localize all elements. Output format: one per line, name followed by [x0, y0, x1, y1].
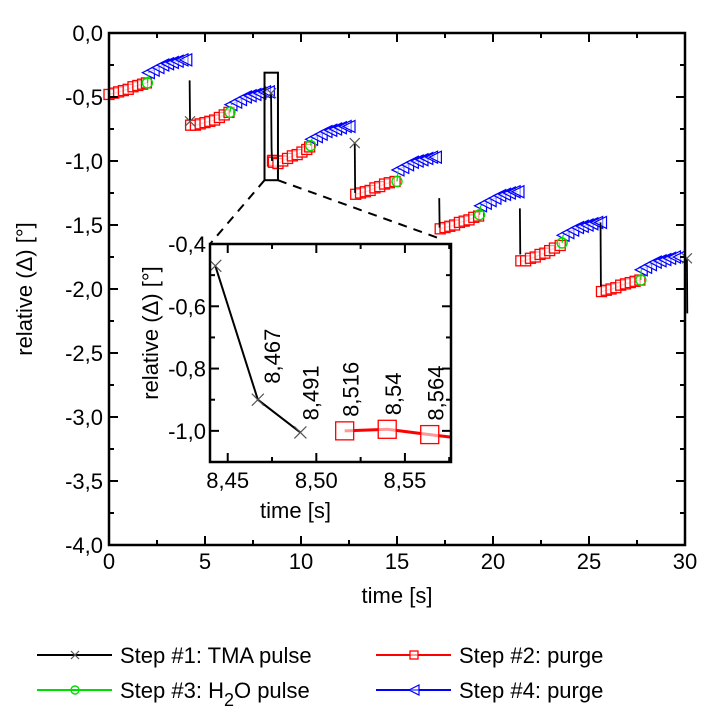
- inset-annotation: 8,516: [339, 362, 364, 417]
- series-line: [270, 93, 273, 162]
- data-point: [184, 115, 196, 127]
- inset-data-point: [210, 259, 222, 273]
- data-point: [554, 239, 566, 252]
- x-tick-label: 15: [385, 549, 409, 574]
- inset-background: [210, 244, 451, 462]
- main-y-axis-title: relative (Δ) [°]: [12, 222, 37, 356]
- inset-x-ticks: 8,45 8,50 8,55: [206, 244, 451, 493]
- inset-annotation: 8,54: [381, 372, 406, 415]
- y-tick-label: -1,5: [65, 213, 103, 238]
- main-x-ticks: 0 5 10 15 20 25 30: [103, 33, 697, 574]
- legend-marker-square-icon: [409, 650, 419, 660]
- zoom-connector-right: [277, 179, 442, 240]
- y-tick-label: -2,5: [65, 341, 103, 366]
- y-tick-label: -2,0: [65, 277, 103, 302]
- data-point: [224, 106, 236, 119]
- legend-marker-triangle-icon: [407, 684, 420, 696]
- inset-x-tick-label: 8,50: [295, 468, 338, 493]
- inset-y-tick-label: -0,8: [168, 357, 206, 382]
- series-step-1-tma-pulse: [184, 80, 693, 314]
- inset-x-axis-title: time [s]: [260, 498, 331, 523]
- zoom-region-box: [263, 71, 279, 182]
- inset-data-point: [420, 424, 440, 445]
- x-tick-label: 5: [199, 549, 211, 574]
- data-point: [556, 237, 568, 249]
- x-tick-label: 10: [289, 549, 313, 574]
- legend-item: Step #3: H2O pulse: [37, 678, 310, 710]
- y-tick-label: -0,5: [65, 85, 103, 110]
- inset-annotations: 8,467 8,491 8,516 8,54 8,564: [260, 329, 449, 421]
- inset-plot: 8,45 8,50 8,55 -0,4 -0,6 -0,8 -1,0 8,467 8,491…: [138, 232, 453, 523]
- legend-label-text: Step #2: purge: [459, 643, 603, 668]
- legend: Step #1: TMA pulse Step #2: purge Step #3:…: [37, 643, 603, 710]
- legend-label-text-post: O pulse: [234, 678, 310, 703]
- inset-data-point: [335, 421, 355, 441]
- inset-data-point: [251, 393, 265, 407]
- series-step-4-purge: [141, 52, 686, 277]
- legend-marker-x-icon: [70, 650, 80, 660]
- legend-label: Step #3: H2O pulse: [120, 678, 310, 710]
- data-point: [391, 175, 403, 188]
- data-point: [349, 137, 361, 149]
- main-data-layer: [103, 52, 693, 314]
- data-point: [510, 184, 525, 199]
- data-point: [635, 274, 647, 286]
- inset-series-step-1-tma-pulse: [210, 259, 307, 439]
- y-tick-label: -3,5: [65, 469, 103, 494]
- legend-label: Step #1: TMA pulse: [120, 643, 312, 668]
- x-tick-label: 25: [577, 549, 601, 574]
- x-tick-label: 20: [481, 549, 505, 574]
- inset-annotation: 8,491: [298, 365, 323, 420]
- inset-y-axis-title: relative (Δ) [°]: [138, 266, 163, 400]
- y-tick-label: -3,0: [65, 405, 103, 430]
- inset-plot-frame: [208, 242, 453, 464]
- inset-data-point: [377, 419, 397, 439]
- legend-label-text: Step #3: H: [120, 678, 224, 703]
- zoom-connector-left: [209, 179, 266, 245]
- main-x-axis-title: time [s]: [362, 583, 433, 608]
- legend-item: Step #1: TMA pulse: [37, 643, 312, 668]
- legend-label: Step #4: purge: [459, 678, 603, 703]
- inset-data-layer: [210, 259, 451, 445]
- data-point: [304, 139, 317, 152]
- inset-series-step-2-purge: [335, 419, 451, 445]
- inset-x-tick-label: 8,55: [384, 468, 427, 493]
- inset-y-ticks: -0,4 -0,6 -0,8 -1,0: [168, 232, 451, 463]
- main-y-ticks: 0,0 -0,5 -1,0 -1,5 -2,0 -2,5 -3,0 -3,5 -4,0: [65, 21, 685, 558]
- data-point: [681, 252, 693, 264]
- data-point: [178, 52, 193, 67]
- data-point: [341, 119, 356, 134]
- legend-label: Step #2: purge: [459, 643, 603, 668]
- series-step-3-h2o-pulse: [141, 75, 647, 286]
- legend-item: Step #4: purge: [376, 678, 603, 703]
- inset-annotation: 8,564: [424, 366, 449, 421]
- y-tick-label: -1,0: [65, 149, 103, 174]
- inset-annotation: 8,467: [260, 329, 285, 384]
- main-plot: 0 5 10 15 20 25 30 0,0 -0,5 -1,0 -1,5 -2,0 -2,5 -3,0…: [12, 21, 697, 608]
- y-tick-label: 0,0: [72, 21, 103, 46]
- data-point: [472, 210, 485, 222]
- series-line: [146, 75, 149, 83]
- x-tick-label: 30: [673, 549, 697, 574]
- inset-y-tick-label: -1,0: [168, 419, 206, 444]
- inset-series-line: [344, 427, 451, 439]
- inset-data-point: [293, 425, 307, 439]
- x-tick-label: 0: [103, 549, 115, 574]
- data-point: [265, 87, 277, 99]
- data-point: [141, 77, 154, 89]
- data-point: [428, 150, 442, 165]
- inset-y-tick-label: -0,6: [168, 294, 206, 319]
- series-step-2-purge: [103, 77, 646, 298]
- series-line: [561, 235, 564, 243]
- legend-label-text: Step #4: purge: [459, 678, 603, 703]
- inset-x-tick-label: 8,45: [206, 468, 249, 493]
- legend-item: Step #2: purge: [376, 643, 603, 668]
- inset-y-tick-label: -0,4: [168, 232, 206, 257]
- legend-marker-circle-icon: [70, 685, 80, 695]
- legend-label-text: Step #1: TMA pulse: [120, 643, 312, 668]
- y-tick-label: -4,0: [65, 533, 103, 558]
- data-point: [473, 209, 486, 221]
- legend-label-subscript: 2: [224, 690, 234, 710]
